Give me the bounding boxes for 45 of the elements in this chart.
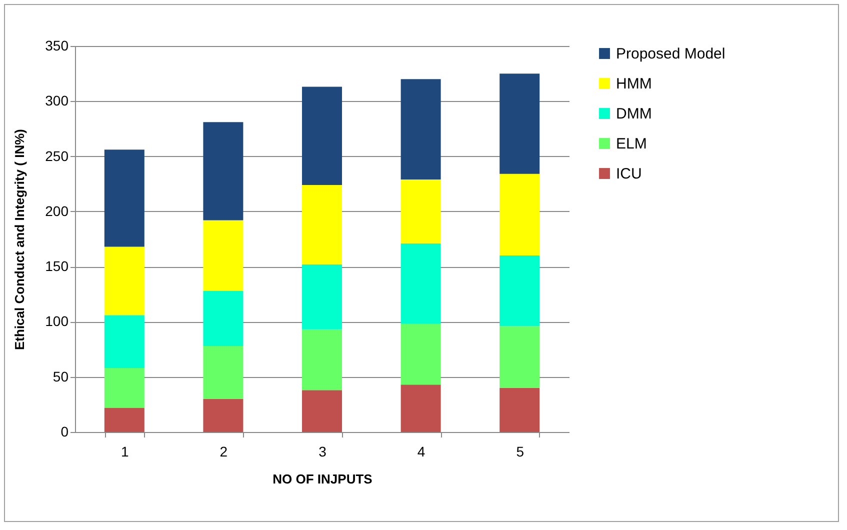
bar — [500, 326, 540, 388]
bar — [104, 246, 144, 316]
bar — [500, 256, 540, 326]
y-tick-label: 300 — [45, 92, 69, 109]
legend-label: Proposed Model — [616, 46, 726, 62]
legend-label: ICU — [616, 166, 642, 182]
bar — [203, 220, 244, 291]
bar — [203, 290, 244, 346]
x-tick-label: 5 — [516, 444, 524, 460]
bar — [400, 79, 441, 180]
bar — [104, 150, 144, 247]
bar — [500, 388, 540, 432]
bar — [500, 174, 540, 256]
bar — [400, 243, 441, 324]
x-tick-label: 4 — [417, 444, 426, 460]
bar — [302, 264, 342, 330]
bar — [104, 315, 144, 368]
bar — [203, 122, 244, 220]
bar — [500, 74, 540, 174]
bar — [302, 86, 342, 185]
y-tick-label: 100 — [45, 313, 69, 330]
y-tick-label: 250 — [45, 148, 69, 164]
y-tick-label: 0 — [60, 424, 69, 440]
y-tick-label: 350 — [45, 38, 69, 54]
x-tick-label: 1 — [121, 444, 129, 460]
x-tick-label: 2 — [220, 444, 228, 460]
bar — [203, 346, 244, 399]
y-axis-title: Ethical Conduct and Integrity ( IN%) — [12, 128, 28, 350]
bar — [104, 368, 144, 408]
bar — [302, 184, 342, 264]
y-tick-label: 200 — [45, 202, 69, 219]
legend-label: HMM — [616, 76, 652, 92]
x-axis-title: NO OF INJPUTS — [272, 472, 373, 486]
y-tick-label: 50 — [52, 368, 69, 384]
bar — [400, 384, 441, 432]
legend-label: DMM — [616, 106, 652, 122]
bar — [302, 390, 342, 432]
x-tick-label: 3 — [318, 444, 327, 460]
y-tick-label: 150 — [45, 258, 69, 274]
bar — [400, 179, 441, 244]
bar — [302, 329, 342, 390]
bar — [104, 408, 144, 432]
bar — [203, 398, 244, 432]
bar — [400, 324, 441, 385]
legend-label: ELM — [616, 136, 647, 152]
